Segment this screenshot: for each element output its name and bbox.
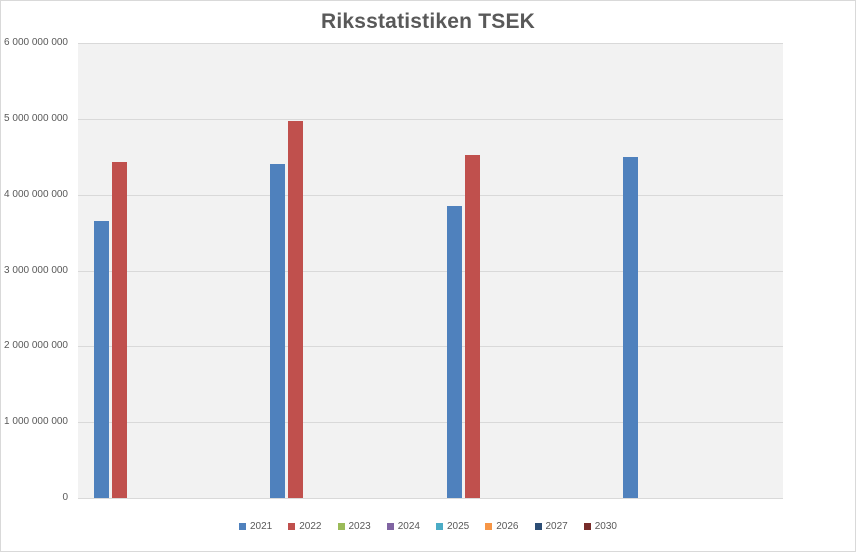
legend-label: 2021 bbox=[250, 521, 273, 532]
legend: 2021 2022 2023 2024 2025 2026 2027 2030 bbox=[0, 521, 856, 532]
bar-2021[interactable] bbox=[623, 157, 638, 498]
legend-label: 2024 bbox=[397, 521, 420, 532]
bar-2022[interactable] bbox=[288, 121, 303, 498]
y-tick-label: 1 000 000 000 bbox=[4, 416, 68, 428]
legend-swatch-icon bbox=[337, 523, 345, 530]
legend-swatch-icon bbox=[239, 523, 246, 530]
legend-swatch-icon bbox=[436, 523, 443, 530]
legend-item-2022[interactable]: 2022 bbox=[288, 521, 322, 532]
legend-swatch-icon bbox=[534, 523, 542, 530]
y-tick-label: 2 000 000 000 bbox=[4, 340, 68, 352]
gridline bbox=[78, 422, 783, 423]
legend-item-2030[interactable]: 2030 bbox=[583, 521, 617, 532]
gridline bbox=[78, 195, 783, 196]
legend-swatch-icon bbox=[386, 523, 394, 530]
legend-item-2027[interactable]: 2027 bbox=[534, 521, 568, 532]
legend-item-2024[interactable]: 2024 bbox=[386, 521, 420, 532]
gridline bbox=[78, 346, 783, 347]
legend-swatch-icon bbox=[583, 523, 591, 530]
y-tick-label: 5 000 000 000 bbox=[4, 112, 68, 124]
bar-2021[interactable] bbox=[94, 221, 109, 498]
y-tick-label: 3 000 000 000 bbox=[4, 264, 68, 276]
bar-2022[interactable] bbox=[112, 162, 127, 498]
y-tick-label: 0 bbox=[62, 492, 68, 503]
y-tick-label: 4 000 000 000 bbox=[4, 188, 68, 200]
legend-item-2021[interactable]: 2021 bbox=[239, 521, 272, 532]
legend-item-2025[interactable]: 2025 bbox=[436, 521, 469, 532]
legend-swatch-icon bbox=[288, 523, 296, 530]
chart-title: Riksstatistiken TSEK bbox=[320, 10, 536, 33]
legend-swatch-icon bbox=[485, 523, 493, 530]
legend-label: 2027 bbox=[545, 521, 568, 532]
legend-label: 2025 bbox=[447, 521, 470, 532]
legend-item-2026[interactable]: 2026 bbox=[485, 521, 519, 532]
legend-item-2023[interactable]: 2023 bbox=[337, 521, 371, 532]
y-tick-label: 6 000 000 000 bbox=[4, 37, 68, 48]
gridline bbox=[78, 271, 783, 272]
bar-2021[interactable] bbox=[270, 164, 285, 498]
legend-label: 2026 bbox=[496, 521, 519, 532]
legend-label: 2030 bbox=[594, 521, 617, 532]
gridline bbox=[78, 119, 783, 120]
bar-2021[interactable] bbox=[447, 206, 462, 498]
plot-area bbox=[78, 43, 783, 498]
x-axis-line bbox=[78, 498, 783, 499]
legend-label: 2022 bbox=[299, 521, 322, 532]
bar-2022[interactable] bbox=[465, 155, 480, 498]
gridline bbox=[78, 43, 783, 44]
legend-label: 2023 bbox=[348, 521, 371, 532]
